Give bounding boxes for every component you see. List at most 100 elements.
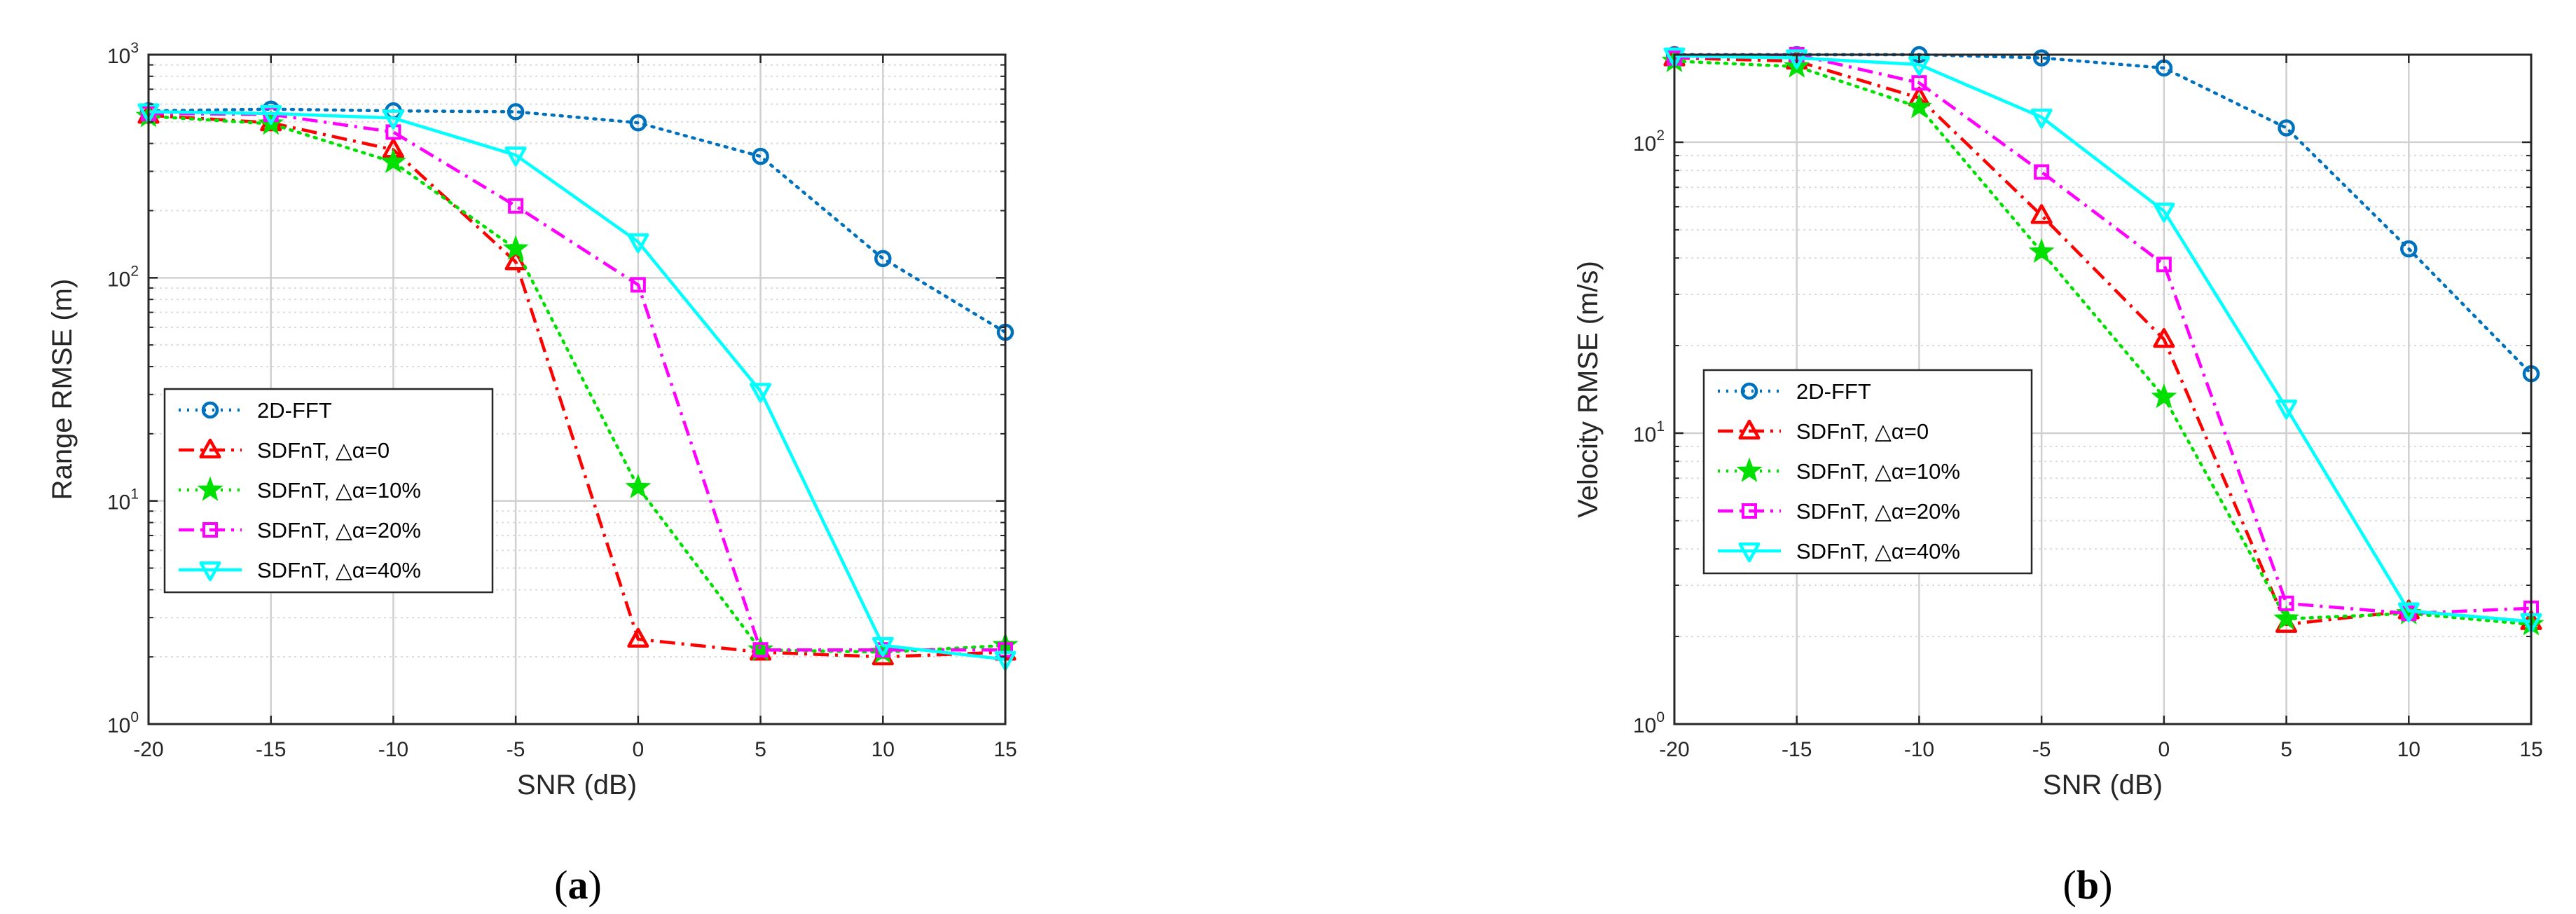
y-tick-label: 100: [107, 709, 139, 737]
chart-panel-b: -20 -15 -10 -5 0 5 10 15 100 101 102 SNR (dB) Veloci…: [1573, 46, 2544, 908]
legend-marker: [199, 438, 221, 459]
series-line: [148, 110, 1006, 661]
x-tick-label: 10: [2397, 738, 2420, 761]
legend-marker: [1740, 382, 1758, 400]
legend: 2D-FFT SDFnT, △α=0 SDFnT, △α=10% SDFnT, △α=…: [1702, 369, 2033, 575]
y-tick-label: 102: [1633, 128, 1665, 156]
data-point: [1911, 75, 1927, 91]
legend-item: SDFnT, △α=0: [1718, 419, 1929, 444]
ticks: -20 -15 -10 -5 0 5 10 15 100 101 102 103: [107, 40, 1017, 761]
x-tick-label: 15: [993, 738, 1017, 761]
data-point: [260, 104, 282, 125]
legend-label: SDFnT, △α=40%: [257, 558, 421, 582]
data-point: [380, 148, 406, 173]
data-point: [627, 627, 649, 648]
data-point: [872, 636, 894, 657]
x-tick-label: -15: [1782, 738, 1812, 761]
data-point: [2275, 400, 2298, 420]
data-point: [625, 473, 652, 499]
y-tick-label: 101: [1633, 418, 1665, 446]
legend-item: 2D-FFT: [179, 398, 332, 423]
series-line: [1672, 59, 2533, 627]
data-point: [752, 642, 769, 658]
x-tick-label: 0: [633, 738, 645, 761]
data-point: [750, 383, 772, 403]
data-point: [508, 198, 524, 214]
legend-marker: [197, 476, 223, 501]
legend-item: SDFnT, △α=20%: [179, 518, 421, 543]
y-tick-label: 102: [107, 263, 139, 291]
legend-marker: [199, 561, 221, 582]
data-point: [2151, 383, 2177, 409]
legend-item: SDFnT, △α=20%: [1718, 499, 1960, 524]
ticks: -20 -15 -10 -5 0 5 10 15 100 101 102: [1633, 55, 2543, 761]
series-line: [1674, 56, 2532, 627]
legend-label: SDFnT, △α=20%: [257, 518, 421, 543]
x-tick-label: -10: [378, 738, 408, 761]
data-point: [1786, 49, 1808, 69]
legend-item: SDFnT, △α=10%: [1718, 457, 1960, 484]
x-tick-label: -15: [256, 738, 286, 761]
series-line: [1674, 53, 2532, 615]
legend-item: SDFnT, △α=40%: [1718, 539, 1960, 564]
y-tick-label: 101: [107, 486, 139, 514]
data-point: [2030, 204, 2053, 224]
legend-item: SDFnT, △α=10%: [179, 476, 421, 503]
x-tick-label: -5: [507, 738, 525, 761]
x-tick-label: -5: [2032, 738, 2051, 761]
data-point: [2397, 602, 2420, 622]
data-point: [2278, 119, 2295, 137]
data-point: [2156, 257, 2172, 273]
legend-item: SDFnT, △α=40%: [179, 558, 421, 582]
legend-item: 2D-FFT: [1718, 379, 1871, 404]
axes-box: [147, 53, 1007, 725]
legend-marker: [1742, 503, 1757, 519]
series-5: [137, 103, 1017, 671]
series-line: [148, 111, 1005, 652]
legend-label: 2D-FFT: [257, 398, 332, 423]
data-point: [2278, 595, 2294, 611]
x-tick-label: 10: [872, 738, 895, 761]
y-tick-label: 100: [1633, 709, 1665, 737]
data-point: [629, 114, 647, 132]
data-point: [382, 109, 404, 130]
x-tick-label: 5: [755, 738, 766, 761]
y-axis-label: Velocity RMSE (m/s): [1573, 261, 1604, 518]
data-point: [502, 235, 529, 260]
legend-label: SDFnT, △α=0: [1796, 419, 1929, 444]
legend-label: SDFnT, △α=20%: [1796, 499, 1960, 524]
x-axis-label: SNR (dB): [2043, 770, 2163, 800]
legend-marker: [1736, 457, 1763, 482]
legend-marker: [202, 522, 218, 538]
data-point: [504, 146, 527, 167]
chart-panel-a: -20 -15 -10 -5 0 5 10 15 100 101 102 103 SNR (dB) Ran…: [47, 40, 1019, 908]
data-point: [874, 250, 892, 268]
series-line: [1674, 54, 2532, 624]
series-line: [146, 107, 1007, 334]
data-point: [752, 147, 769, 165]
data-point: [1906, 93, 1932, 118]
series-line: [146, 114, 1007, 654]
legend-box: [1702, 369, 2033, 575]
x-tick-label: 0: [2158, 738, 2170, 761]
legend-item: SDFnT, △α=0: [179, 438, 390, 463]
data-point: [2028, 238, 2055, 264]
x-tick-label: -20: [133, 738, 163, 761]
data-point: [2400, 240, 2418, 258]
x-tick-label: 15: [2519, 738, 2542, 761]
legend-label: SDFnT, △α=40%: [1796, 539, 1960, 564]
legend-marker: [1738, 542, 1761, 563]
legend-box: [163, 388, 494, 594]
data-point: [507, 103, 525, 121]
axes-box: [1673, 53, 2533, 725]
y-axis-label: Range RMSE (m): [47, 279, 78, 500]
x-axis-label: SNR (dB): [517, 770, 637, 800]
legend-label: 2D-FFT: [1796, 379, 1871, 404]
legend-marker: [1738, 419, 1761, 440]
data-point: [2153, 203, 2175, 223]
data-point: [2032, 49, 2051, 67]
data-point: [2034, 164, 2050, 180]
legend-marker: [201, 401, 219, 419]
x-tick-label: 5: [2280, 738, 2292, 761]
